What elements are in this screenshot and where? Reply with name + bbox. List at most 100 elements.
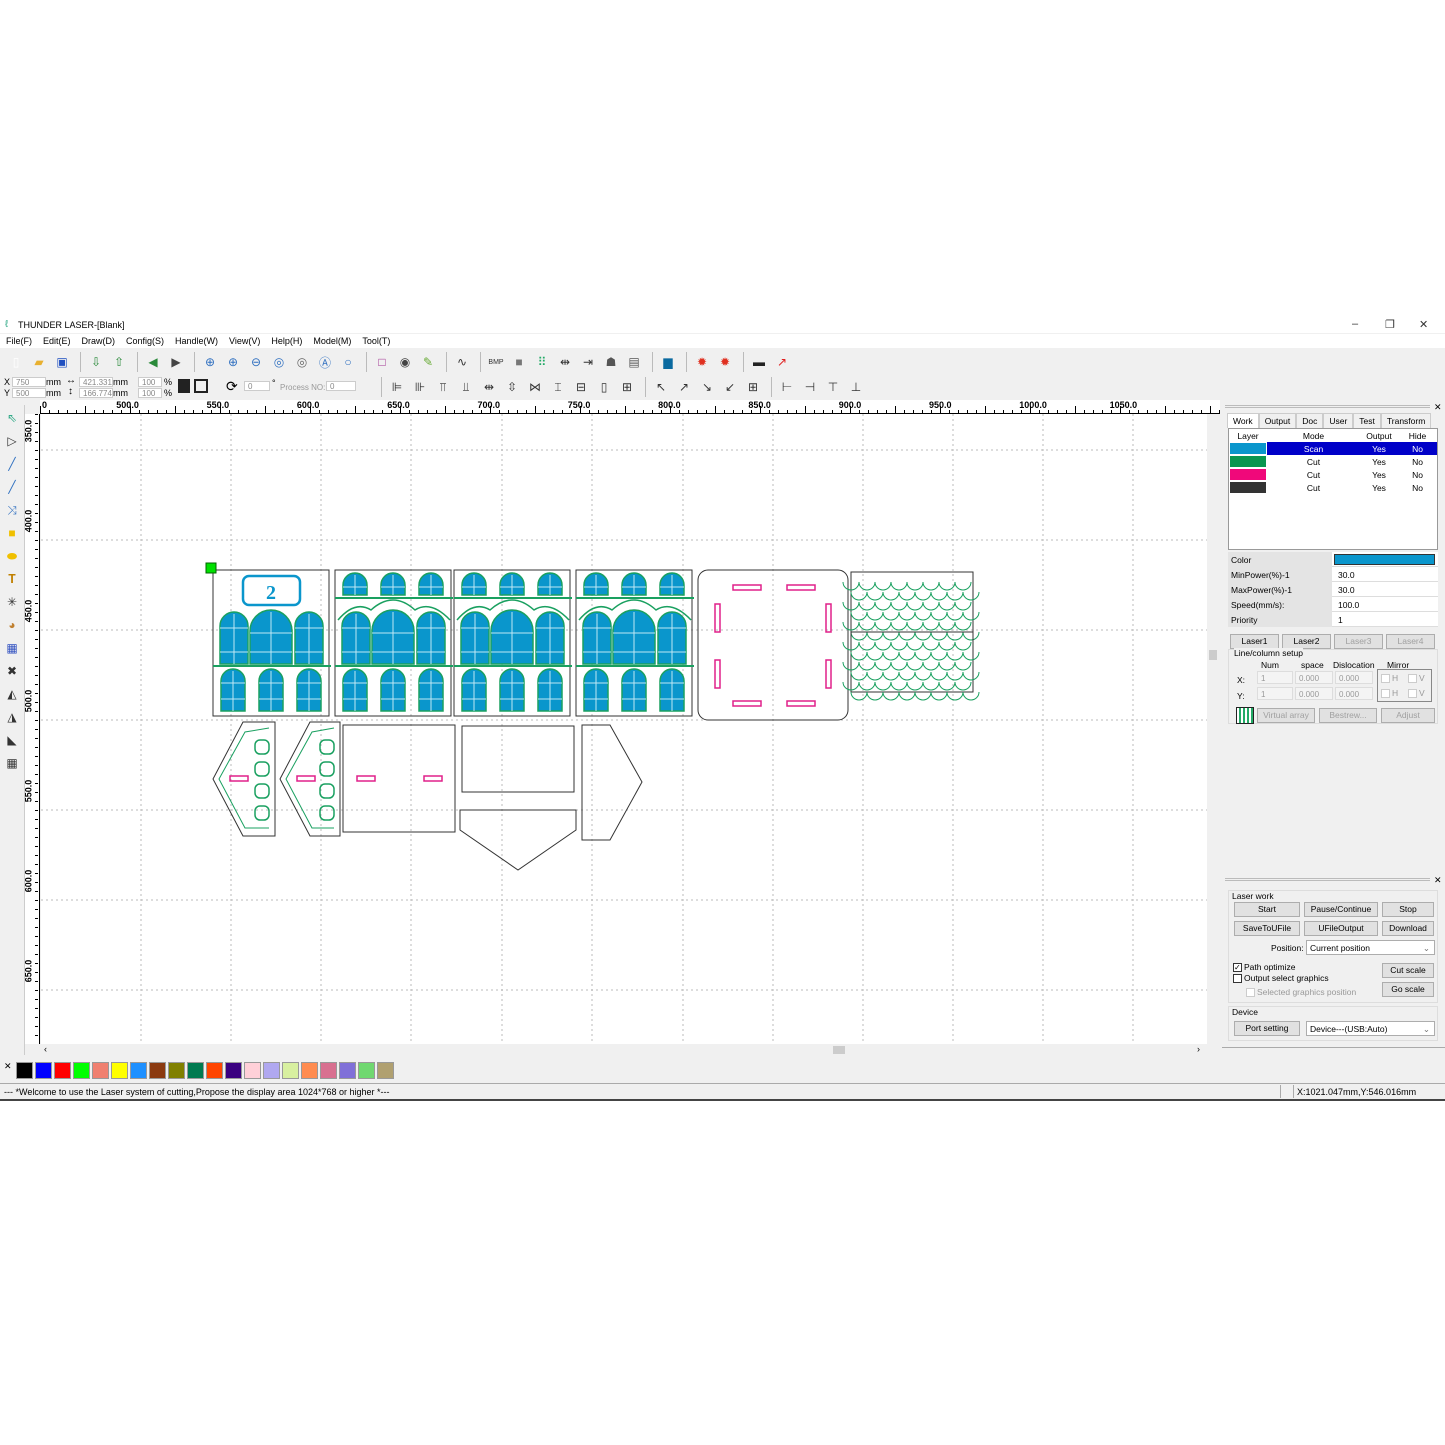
- output-select-checkbox[interactable]: [1233, 974, 1242, 984]
- vertical-scrollbar[interactable]: [1207, 414, 1219, 1044]
- node-edit-tool-icon[interactable]: ▷: [7, 434, 17, 448]
- tab-work[interactable]: Work: [1227, 413, 1259, 428]
- scroll-right-icon[interactable]: ›: [1197, 1044, 1200, 1054]
- save-to-ufile-button[interactable]: SaveToUFile: [1234, 921, 1300, 936]
- layer-row[interactable]: Cut Yes No: [1229, 481, 1437, 494]
- move-bottom-right-icon[interactable]: ↘: [701, 380, 713, 394]
- layer-color-field[interactable]: [1334, 554, 1435, 565]
- align-h-icon[interactable]: ⇹: [559, 355, 571, 369]
- zoom-page-icon[interactable]: ◎: [273, 355, 285, 369]
- horizontal-scrollbar[interactable]: ‹ ›: [41, 1044, 1207, 1056]
- layer-mode[interactable]: Cut: [1306, 469, 1321, 480]
- equal-space-h-icon[interactable]: ⋈: [529, 380, 541, 394]
- bestrew-button[interactable]: Bestrew...: [1319, 708, 1377, 723]
- layer-hide[interactable]: No: [1412, 482, 1423, 493]
- port-setting-button[interactable]: Port setting: [1234, 1021, 1300, 1036]
- menu-tool[interactable]: Tool(T): [362, 336, 391, 346]
- line-tool-icon[interactable]: ╱: [8, 457, 16, 471]
- save-icon[interactable]: ▣: [56, 355, 68, 369]
- mirror-x-h-checkbox[interactable]: [1381, 674, 1390, 684]
- menu-view[interactable]: View(V): [229, 336, 261, 346]
- palette-swatch[interactable]: [187, 1061, 204, 1079]
- property-value[interactable]: 30.0: [1338, 585, 1355, 595]
- align-top-icon[interactable]: ⫪: [439, 379, 447, 394]
- palette-swatch[interactable]: [320, 1061, 337, 1079]
- fill-icon[interactable]: ■: [515, 355, 523, 369]
- projector-icon[interactable]: ▬: [753, 355, 765, 369]
- zoom-out-icon[interactable]: ⊖: [250, 355, 262, 369]
- palette-swatch[interactable]: [244, 1061, 261, 1079]
- ufile-output-button[interactable]: UFileOutput: [1304, 921, 1378, 936]
- layer-hide[interactable]: No: [1412, 469, 1423, 480]
- restore-button[interactable]: ❐: [1385, 319, 1395, 331]
- palette-swatch[interactable]: [92, 1061, 109, 1079]
- layer-color-swatch[interactable]: [1230, 456, 1266, 467]
- x-space-input[interactable]: 0.000: [1295, 671, 1333, 684]
- rotate-node-icon[interactable]: ◉: [399, 355, 411, 369]
- laser2-button[interactable]: Laser2: [1282, 634, 1331, 649]
- lock-ratio-icon[interactable]: [178, 379, 190, 393]
- layer-color-swatch[interactable]: [1230, 469, 1266, 480]
- layer-row[interactable]: Cut Yes No: [1229, 455, 1437, 468]
- palette-swatch[interactable]: [282, 1061, 299, 1079]
- cut-scale-button[interactable]: Cut scale: [1382, 963, 1434, 978]
- height-input[interactable]: 166.774: [79, 388, 113, 398]
- scale-x-input[interactable]: 100: [138, 377, 162, 387]
- palette-swatch[interactable]: [225, 1061, 242, 1079]
- layer-row[interactable]: Cut Yes No: [1229, 468, 1437, 481]
- layer-mode[interactable]: Scan: [1267, 442, 1360, 455]
- mirror-x-v-checkbox[interactable]: [1408, 674, 1417, 684]
- new-file-icon[interactable]: ▯: [12, 355, 20, 369]
- layer-row[interactable]: Scan Yes No: [1229, 442, 1437, 455]
- laser-work-close-icon[interactable]: ✕: [1434, 875, 1442, 885]
- layer-output[interactable]: Yes: [1372, 482, 1386, 493]
- palette-swatch[interactable]: [54, 1061, 71, 1079]
- go-scale-button[interactable]: Go scale: [1382, 982, 1434, 997]
- x-input[interactable]: 750: [12, 377, 46, 387]
- tab-doc[interactable]: Doc: [1296, 413, 1324, 428]
- layer-mode[interactable]: Cut: [1306, 482, 1321, 493]
- tab-output[interactable]: Output: [1258, 413, 1297, 428]
- array-grid-icon[interactable]: [1236, 707, 1254, 724]
- align-right-icon[interactable]: ⊪: [414, 380, 426, 394]
- property-value[interactable]: 30.0: [1338, 570, 1355, 580]
- menu-file[interactable]: File(F): [6, 336, 32, 346]
- equal-space-v-icon[interactable]: ⌶: [554, 379, 562, 394]
- layer-color-swatch[interactable]: [1230, 443, 1266, 454]
- mirror-v-tool-icon[interactable]: ◮: [7, 710, 17, 724]
- y-dislocation-input[interactable]: 0.000: [1335, 687, 1373, 700]
- array-tool-icon[interactable]: ▦: [6, 756, 18, 770]
- right-edge-icon[interactable]: ⊣: [804, 380, 816, 394]
- layer-hide[interactable]: No: [1412, 456, 1423, 467]
- curve-icon[interactable]: ∿: [456, 355, 468, 369]
- grid-array-tool-icon[interactable]: ▦: [6, 641, 18, 655]
- laser-select-1-icon[interactable]: ✹: [696, 355, 708, 369]
- align-left-icon[interactable]: ⊫: [391, 380, 403, 394]
- zoom-select-icon[interactable]: Ⓐ: [318, 355, 331, 370]
- dot-tool-icon[interactable]: ✳: [6, 595, 18, 609]
- path-optimize-checkbox[interactable]: ✓: [1233, 963, 1242, 973]
- scroll-left-icon[interactable]: ‹: [44, 1044, 47, 1054]
- corner-tool-icon[interactable]: ◣: [7, 733, 17, 747]
- vertical-scroll-thumb[interactable]: [1209, 650, 1217, 660]
- adjust-button[interactable]: Adjust: [1381, 708, 1435, 723]
- same-height-icon[interactable]: ▯: [600, 380, 608, 394]
- curve-tool-icon[interactable]: ⤨: [7, 502, 17, 517]
- layer-row[interactable]: [1229, 494, 1437, 507]
- x-num-input[interactable]: 1: [1257, 671, 1293, 684]
- mirror-y-h-checkbox[interactable]: [1381, 689, 1390, 699]
- layer-color-swatch[interactable]: [1230, 482, 1266, 493]
- delete-tool-icon[interactable]: ✖: [6, 664, 18, 678]
- palette-swatch[interactable]: [301, 1061, 318, 1079]
- palette-swatch[interactable]: [111, 1061, 128, 1079]
- move-center-icon[interactable]: ⊞: [747, 380, 759, 394]
- layer-hide[interactable]: No: [1398, 442, 1437, 455]
- device-select[interactable]: Device---(USB:Auto) ⌄: [1306, 1021, 1435, 1036]
- undo-icon[interactable]: ◀: [148, 355, 158, 369]
- menu-edit[interactable]: Edit(E): [43, 336, 71, 346]
- x-dislocation-input[interactable]: 0.000: [1335, 671, 1373, 684]
- import-icon[interactable]: ⇩: [90, 355, 102, 369]
- palette-swatch[interactable]: [130, 1061, 147, 1079]
- download-button[interactable]: Download: [1382, 921, 1434, 936]
- y-num-input[interactable]: 1: [1257, 687, 1293, 700]
